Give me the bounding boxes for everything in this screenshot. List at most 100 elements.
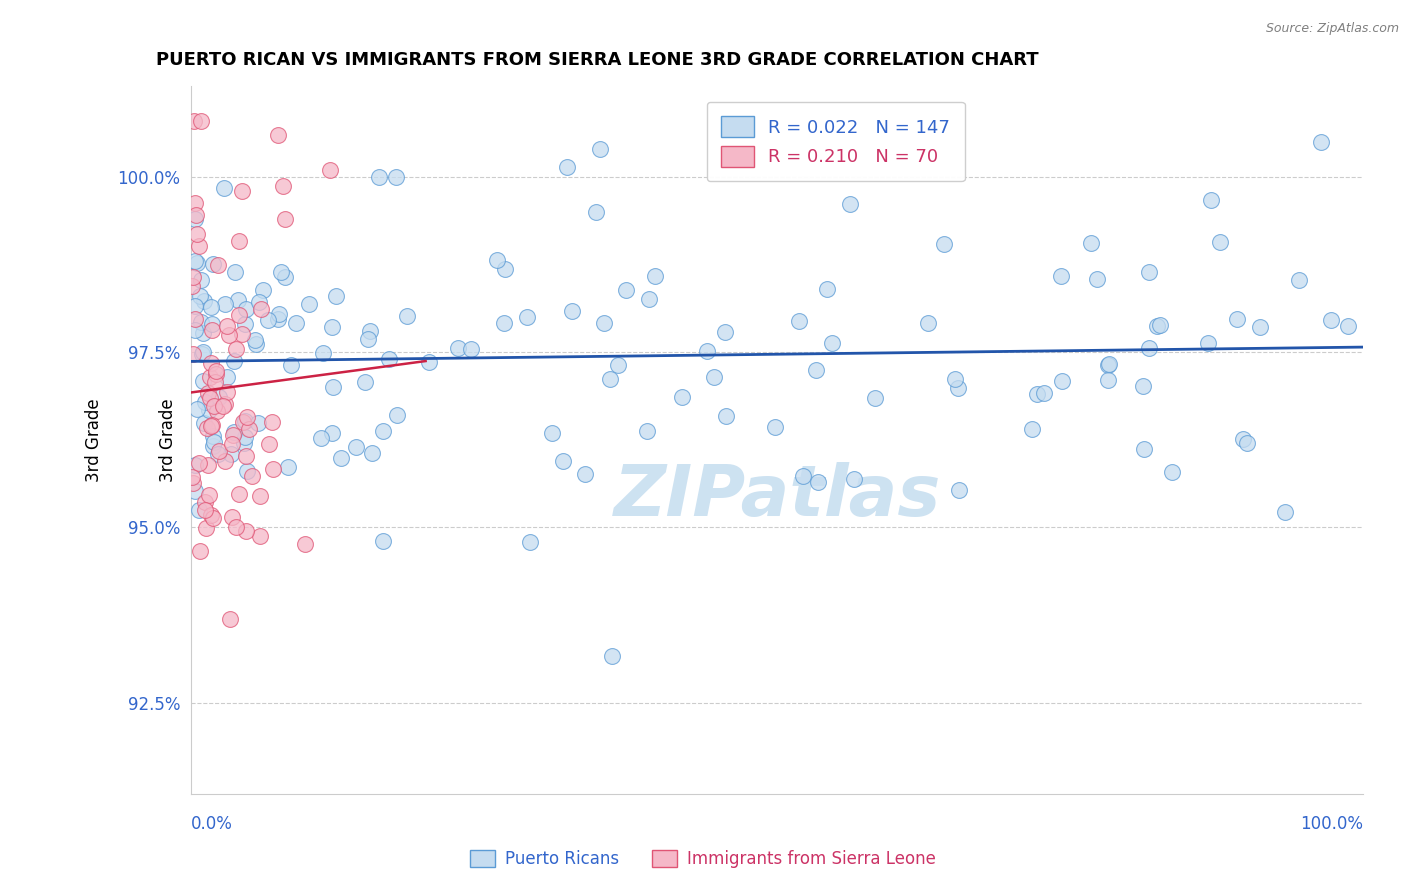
Point [373, 534, 395, 549]
Point [184, 211, 207, 226]
Point [1161, 465, 1184, 479]
Point [262, 415, 284, 429]
Point [1199, 193, 1222, 207]
Point [1310, 135, 1333, 149]
Point [1032, 386, 1054, 401]
Point [201, 323, 224, 337]
Point [948, 483, 970, 498]
Point [284, 316, 307, 330]
Point [273, 211, 295, 226]
Point [218, 612, 240, 626]
Point [201, 417, 224, 432]
Point [1025, 387, 1047, 401]
Point [235, 302, 257, 317]
Point [188, 457, 211, 471]
Point [599, 372, 621, 386]
Point [201, 429, 224, 443]
Point [541, 426, 564, 441]
Point [200, 370, 222, 384]
Point [228, 234, 250, 248]
Point [948, 381, 970, 395]
Point [551, 453, 574, 467]
Point [637, 292, 659, 306]
Point [863, 392, 886, 406]
Y-axis label: 3rd Grade: 3rd Grade [159, 398, 177, 482]
Point [193, 293, 215, 308]
Point [221, 510, 243, 524]
Point [574, 467, 596, 482]
Point [214, 180, 236, 194]
Point [187, 503, 209, 517]
Point [184, 458, 207, 473]
Point [252, 283, 274, 297]
Point [204, 364, 226, 378]
Point [804, 363, 827, 377]
Point [1146, 319, 1168, 334]
Point [932, 236, 955, 251]
Point [191, 326, 214, 340]
Point [200, 355, 222, 369]
Point [184, 483, 207, 498]
Point [821, 335, 844, 350]
Point [194, 395, 217, 409]
Text: 100.0%: 100.0% [1301, 815, 1362, 833]
Point [202, 439, 225, 453]
Point [1232, 432, 1254, 446]
Point [321, 320, 343, 334]
Text: Source: ZipAtlas.com: Source: ZipAtlas.com [1265, 22, 1399, 36]
Point [446, 341, 468, 355]
Point [943, 372, 966, 386]
Point [589, 143, 612, 157]
Point [228, 486, 250, 500]
Point [197, 458, 219, 472]
Point [198, 488, 221, 502]
Point [460, 342, 482, 356]
Point [207, 443, 229, 458]
Point [235, 449, 257, 463]
Point [325, 289, 347, 303]
Point [294, 537, 316, 551]
Point [200, 508, 222, 522]
Point [194, 521, 217, 535]
Point [270, 265, 292, 279]
Point [250, 302, 273, 317]
Point [714, 325, 737, 339]
Point [1236, 436, 1258, 450]
Point [807, 475, 830, 490]
Point [486, 252, 509, 267]
Point [215, 370, 238, 384]
Point [359, 324, 381, 338]
Point [274, 269, 297, 284]
Point [204, 375, 226, 389]
Y-axis label: 3rd Grade: 3rd Grade [86, 398, 103, 482]
Text: ZIPatlas: ZIPatlas [613, 462, 941, 531]
Point [214, 297, 236, 311]
Point [231, 327, 253, 342]
Point [271, 178, 294, 193]
Point [184, 196, 207, 211]
Point [344, 440, 367, 454]
Point [765, 419, 787, 434]
Point [246, 416, 269, 430]
Point [184, 208, 207, 222]
Point [329, 450, 352, 465]
Point [226, 293, 249, 308]
Point [1226, 312, 1249, 326]
Point [198, 402, 221, 417]
Point [202, 399, 225, 413]
Point [267, 311, 290, 326]
Point [193, 344, 215, 359]
Point [198, 392, 221, 406]
Point [1249, 320, 1271, 334]
Point [235, 464, 257, 478]
Point [222, 428, 245, 442]
Point [217, 318, 239, 333]
Point [240, 469, 263, 483]
Point [215, 384, 238, 399]
Point [233, 414, 256, 428]
Point [318, 162, 340, 177]
Point [600, 648, 623, 663]
Point [371, 425, 394, 439]
Point [188, 544, 211, 558]
Point [322, 380, 344, 394]
